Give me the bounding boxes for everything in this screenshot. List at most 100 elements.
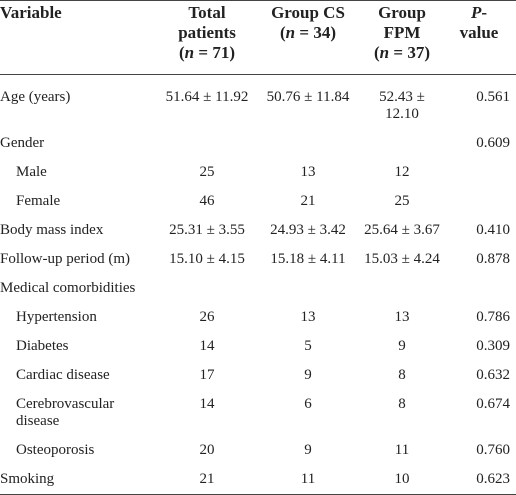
p-value-cell: 0.760 (476, 442, 510, 458)
table-row: Osteoporosis 20 9 11 0.760 (0, 436, 516, 465)
column-header: Variable (0, 0, 160, 75)
value-cell: 9 (398, 338, 406, 354)
value-cell: 15.03 ± 4.24 (364, 251, 440, 267)
value-cell (254, 274, 362, 303)
table-row: Body mass index 25.31 ± 3.55 24.93 ± 3.42 2… (0, 216, 516, 245)
value-cell: 17 (199, 367, 215, 383)
p-value-cell (442, 158, 516, 187)
value-cell: 12 (394, 164, 410, 180)
value-cell: 10 (362, 465, 442, 495)
row-label: Gender (0, 135, 45, 151)
column-header: P-value (442, 0, 516, 75)
value-cell: 46 (199, 193, 215, 209)
value-cell: 11 (394, 442, 410, 458)
header-text: = 71) (194, 43, 235, 62)
header-text: - (481, 3, 488, 22)
table-row: Diabetes 14 5 9 0.309 (0, 332, 516, 361)
header-text: FPM (383, 23, 421, 42)
header-text: = 37) (389, 43, 430, 62)
header-line: patients (160, 23, 254, 43)
header-text: patients (178, 23, 236, 42)
table-row: Female 46 21 25 (0, 187, 516, 216)
p-value-cell (442, 187, 516, 216)
value-cell (254, 129, 362, 158)
p-value-cell: 0.609 (476, 135, 510, 151)
column-header: Total patients (n = 71) (160, 0, 254, 75)
p-value-cell: 0.632 (476, 367, 510, 383)
header-line: P- (442, 3, 516, 23)
p-value-cell (442, 274, 516, 303)
value-cell: 25.64 ± 3.67 (364, 222, 440, 238)
table-row: Cerebrovascular disease 14 6 8 0.674 (0, 390, 516, 436)
header-text: n (285, 23, 296, 42)
value-cell: 51.64 ± 11.92 (165, 89, 249, 105)
header-text: n (379, 43, 390, 62)
table-row: Cardiac disease 17 9 8 0.632 (0, 361, 516, 390)
value-cell: 52.43 ± 12.10 (379, 89, 425, 122)
value-cell: 26 (199, 309, 215, 325)
header-text: Variable (0, 3, 62, 22)
header-line: (n = 34) (254, 23, 362, 43)
value-cell: 9 (304, 367, 312, 383)
value-cell: 13 (394, 309, 410, 325)
value-cell: 13 (300, 164, 316, 180)
value-cell: 24.93 ± 3.42 (270, 222, 346, 238)
row-label: Medical comorbidities (0, 280, 136, 296)
header-text: ( (280, 23, 286, 42)
table-row: Age (years) 51.64 ± 11.92 50.76 ± 11.84 52.… (0, 75, 516, 130)
value-cell: 21 (160, 465, 254, 495)
header-text: = 34) (295, 23, 336, 42)
p-value-cell: 0.786 (476, 309, 510, 325)
header-row: Variable Total patients (n = 71) Group CS (n … (0, 0, 516, 75)
header-text: value (459, 23, 499, 42)
header-text: Total (188, 3, 226, 22)
value-cell: 8 (398, 367, 406, 383)
table-row: Smoking 21 11 10 0.623 (0, 465, 516, 495)
value-cell: 14 (199, 396, 215, 412)
value-cell (362, 129, 442, 158)
value-cell: 14 (199, 338, 215, 354)
p-value-cell: 0.623 (442, 465, 516, 495)
value-cell: 15.18 ± 4.11 (270, 251, 346, 267)
header-line: (n = 71) (160, 43, 254, 63)
value-cell: 25 (199, 164, 215, 180)
p-value-cell: 0.674 (476, 396, 510, 412)
value-cell: 50.76 ± 11.84 (266, 89, 350, 105)
table-body: Age (years) 51.64 ± 11.92 50.76 ± 11.84 52.… (0, 75, 516, 495)
value-cell: 15.10 ± 4.15 (169, 251, 245, 267)
header-text: ( (374, 43, 380, 62)
row-label: Cardiac disease (16, 367, 110, 383)
table-row: Medical comorbidities (0, 274, 516, 303)
value-cell: 20 (199, 442, 215, 458)
value-cell: 9 (304, 442, 312, 458)
value-cell: 6 (304, 396, 312, 412)
header-text: ( (179, 43, 185, 62)
header-line: Group (362, 3, 442, 23)
row-label: Cerebrovascular disease (16, 396, 115, 429)
row-label: Male (16, 164, 47, 180)
value-cell (160, 129, 254, 158)
table-row: Male 25 13 12 (0, 158, 516, 187)
table-row: Follow-up period (m) 15.10 ± 4.15 15.18 ± … (0, 245, 516, 274)
p-value-cell: 0.878 (476, 251, 510, 267)
value-cell: 25.31 ± 3.55 (169, 222, 245, 238)
value-cell: 8 (398, 396, 406, 412)
value-cell (160, 274, 254, 303)
value-cell: 25 (394, 193, 410, 209)
table-row: Hypertension 26 13 13 0.786 (0, 303, 516, 332)
row-label: Follow-up period (m) (0, 251, 130, 267)
column-header: Group FPM (n = 37) (362, 0, 442, 75)
row-label: Female (16, 193, 61, 209)
value-cell: 21 (300, 193, 316, 209)
header-line: FPM (362, 23, 442, 43)
row-label: Body mass index (0, 222, 104, 238)
header-line: value (442, 23, 516, 43)
header-line: Group CS (254, 3, 362, 23)
header-text: Group CS (271, 3, 345, 22)
row-label: Age (years) (0, 89, 71, 105)
value-cell (362, 274, 442, 303)
header-text: Group (378, 3, 426, 22)
header-line: Variable (0, 3, 160, 23)
header-line: (n = 37) (362, 43, 442, 63)
